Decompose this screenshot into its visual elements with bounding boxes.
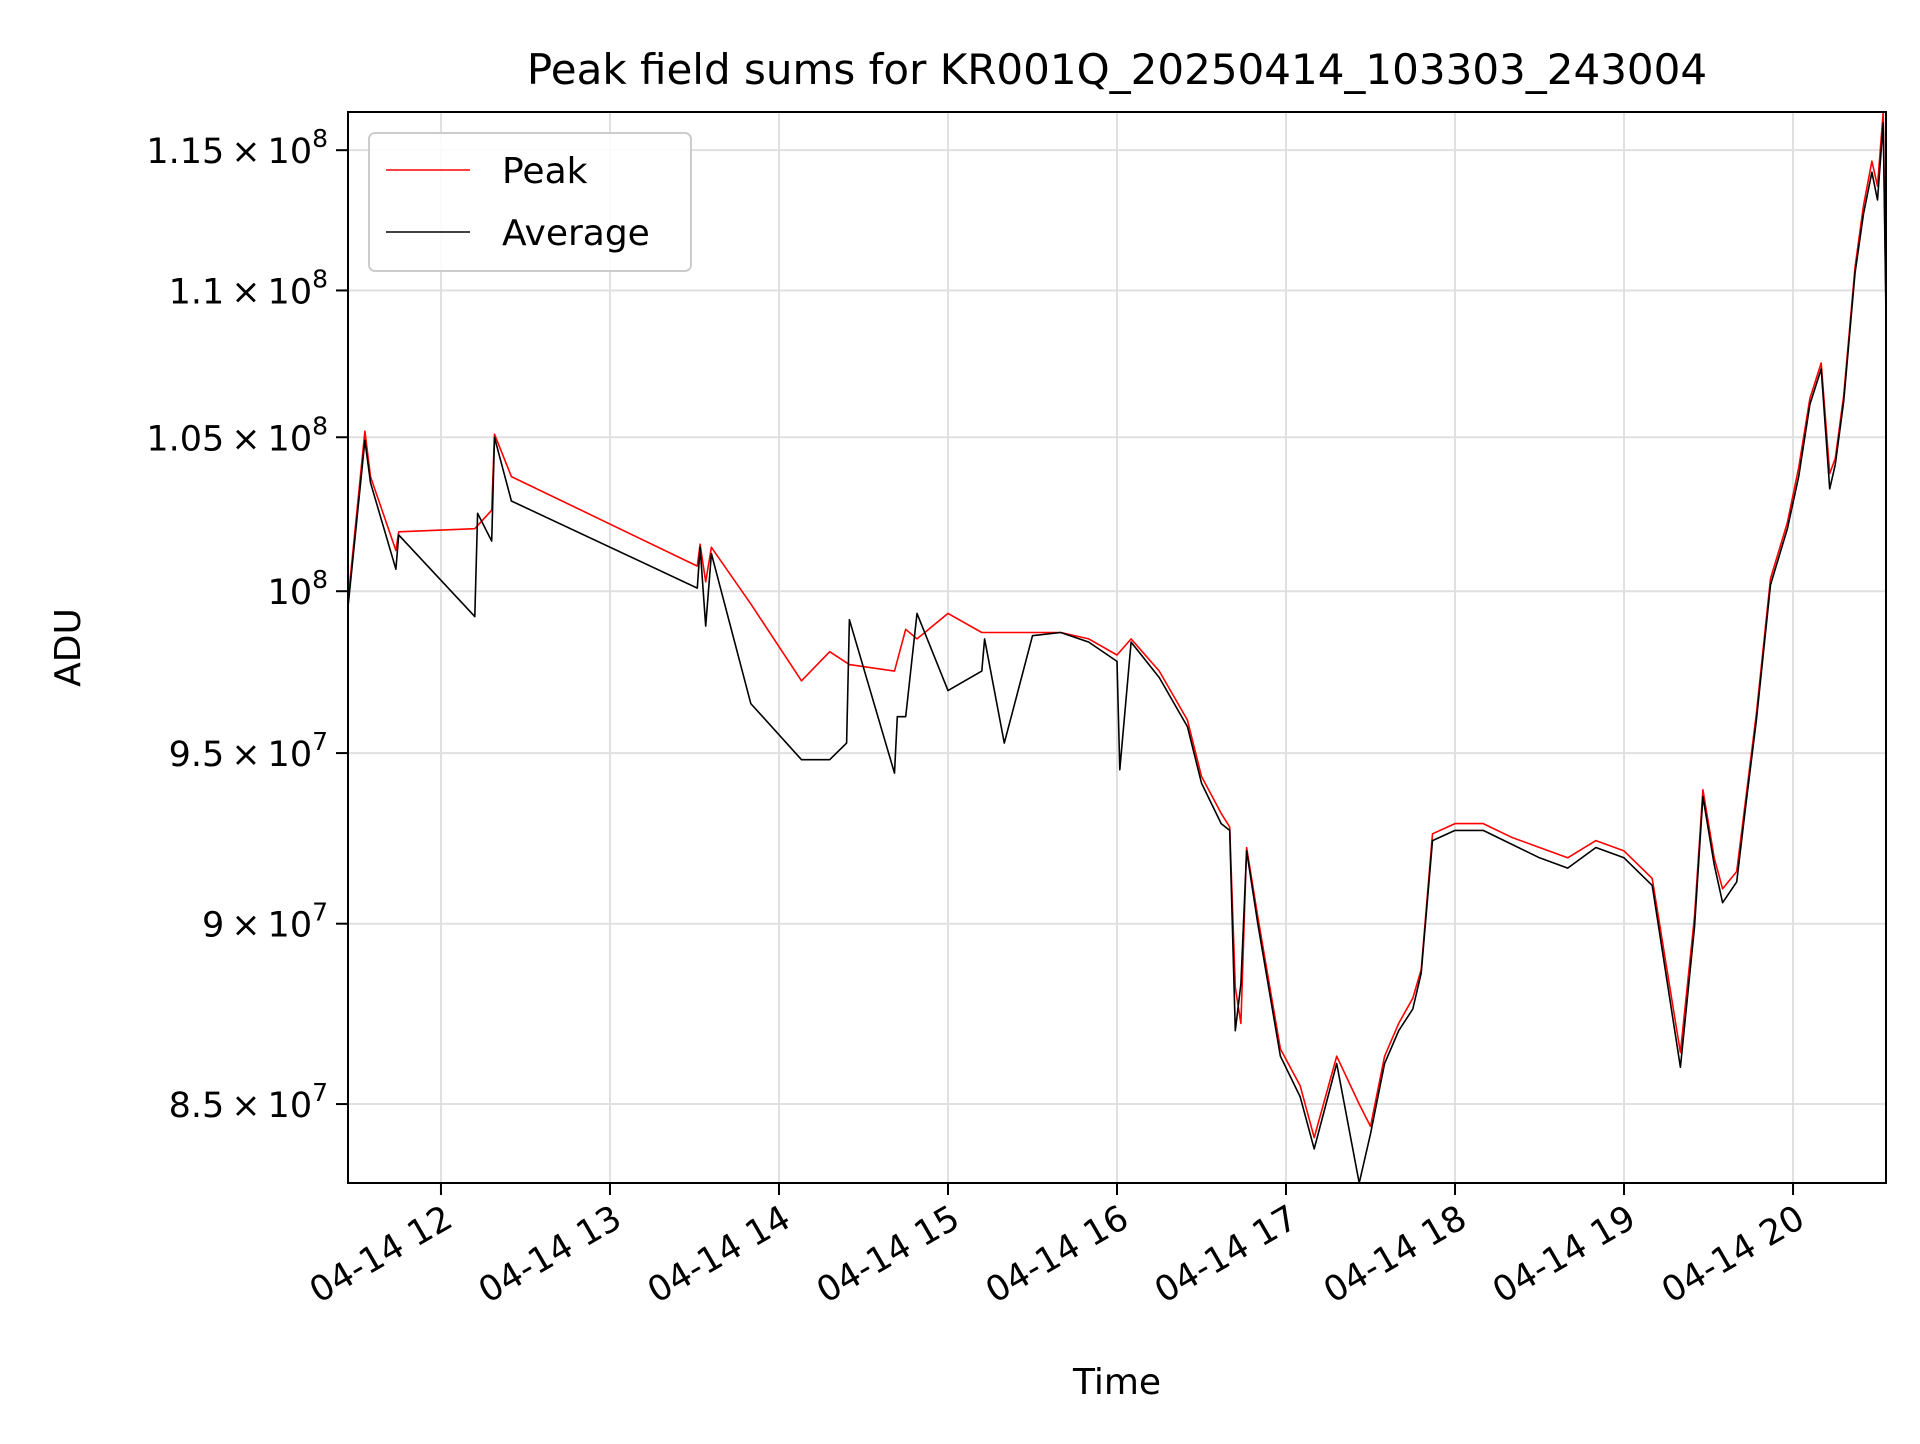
legend-label-peak: Peak [502,151,588,192]
y-tick-mantissa: 8.5 [169,1086,225,1126]
chart-title: Peak field sums for KR001Q_20250414_1033… [527,45,1707,94]
series-line-average [348,122,1886,1183]
y-tick-times: × 10 [224,735,312,775]
y-tick-base: 10 [268,573,313,613]
y-tick-mantissa: 9.5 [169,735,225,775]
y-tick-times: × 10 [224,272,312,312]
legend: Peak Average [368,132,692,272]
y-tick-label: 1.15 × 108 [146,124,328,172]
y-tick-label: 1.1 × 108 [169,264,328,312]
y-tick-exponent: 8 [312,124,328,153]
y-axis-label: ADU [48,608,89,687]
y-tick-times: × 10 [224,906,312,946]
y-tick-mantissa: 1.05 [146,419,224,459]
legend-box [368,132,692,272]
y-tick-exponent: 7 [312,1078,328,1107]
y-tick-label: 8.5 × 107 [169,1078,328,1126]
legend-label-average: Average [502,213,650,254]
y-tick-exponent: 8 [312,411,328,440]
x-axis-label: Time [1072,1362,1161,1403]
y-tick-times: × 10 [224,419,312,459]
y-tick-mantissa: 1.15 [146,132,224,172]
y-tick-times: × 10 [224,1086,312,1126]
y-tick-exponent: 8 [312,565,328,594]
grid-layer [348,112,1886,1183]
y-tick-exponent: 7 [312,727,328,756]
y-tick-label: 108 [268,565,328,613]
series-line-peak [348,112,1886,1139]
y-tick-mantissa: 1.1 [169,272,225,312]
y-tick-label: 9 × 107 [202,898,328,946]
y-tick-exponent: 7 [312,898,328,927]
y-tick-label: 9.5 × 107 [169,727,328,775]
series-layer [348,112,1886,1183]
y-tick-exponent: 8 [312,264,328,293]
y-tick-times: × 10 [224,132,312,172]
y-tick-label: 1.05 × 108 [146,411,328,459]
y-tick-mantissa: 9 [202,906,224,946]
